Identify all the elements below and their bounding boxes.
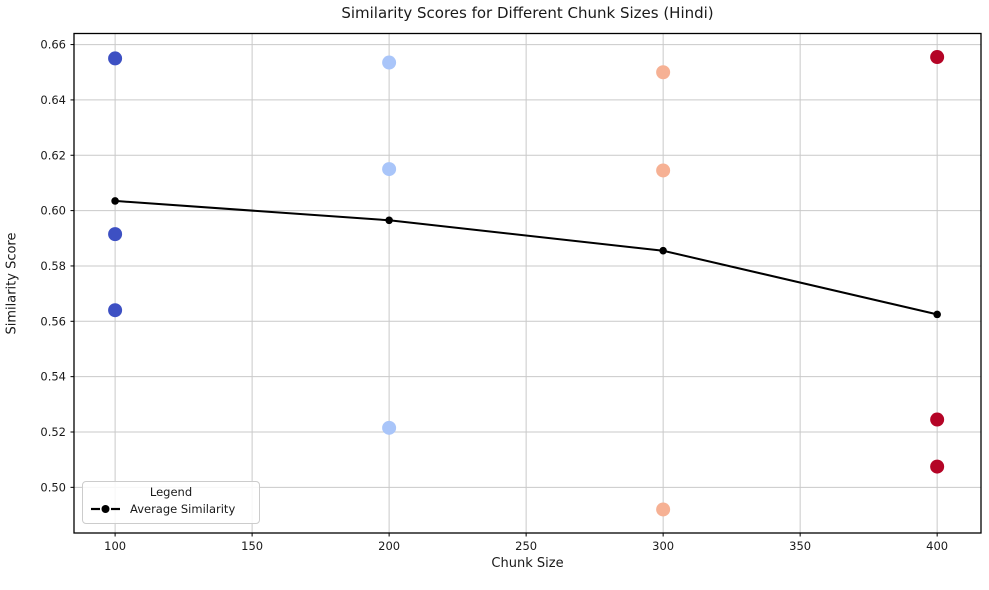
chart-title: Similarity Scores for Different Chunk Si… <box>341 4 714 22</box>
x-axis-label: Chunk Size <box>491 556 564 571</box>
scatter-point-chunk-size-100 <box>108 303 123 318</box>
y-tick-label: 0.52 <box>40 425 66 439</box>
scatter-point-chunk-size-300 <box>656 65 671 80</box>
scatter-point-chunk-size-400 <box>930 50 945 65</box>
legend-entry-average-similarity: Average Similarity <box>91 500 251 518</box>
scatter-point-chunk-size-200 <box>382 162 397 177</box>
y-tick-label: 0.66 <box>40 38 66 52</box>
legend-entry-label: Average Similarity <box>130 502 236 516</box>
legend: Legend Average Similarity <box>82 481 260 524</box>
y-tick-label: 0.56 <box>40 314 66 328</box>
x-tick-label: 150 <box>241 539 263 553</box>
scatter-point-chunk-size-200 <box>382 420 397 435</box>
legend-title: Legend <box>149 485 193 499</box>
y-tick-label: 0.58 <box>40 259 66 273</box>
y-tick-label: 0.50 <box>40 480 66 494</box>
y-tick-label: 0.64 <box>40 93 66 107</box>
average-similarity-marker <box>385 216 393 225</box>
scatter-point-chunk-size-100 <box>108 227 123 242</box>
line-dot-marker-icon <box>91 505 120 513</box>
scatter-point-chunk-size-100 <box>108 51 123 66</box>
y-tick-label: 0.62 <box>40 148 66 162</box>
x-tick-label: 250 <box>515 539 537 553</box>
average-similarity-marker <box>659 246 667 255</box>
y-tick-label: 0.54 <box>40 370 66 384</box>
average-similarity-marker <box>933 310 941 319</box>
scatter-point-chunk-size-300 <box>656 502 671 517</box>
plot-border <box>73 32 982 534</box>
average-similarity-marker <box>111 197 119 205</box>
x-tick-label: 350 <box>789 539 811 553</box>
x-tick-label: 100 <box>104 539 126 553</box>
average-similarity-line <box>115 199 938 316</box>
scatter-point-chunk-size-300 <box>656 163 671 178</box>
x-tick-label: 200 <box>378 539 400 553</box>
y-axis-label: Similarity Score <box>4 232 20 335</box>
scatter-point-chunk-size-400 <box>930 459 945 474</box>
y-tick-label: 0.60 <box>40 204 66 218</box>
x-tick-label: 300 <box>652 539 674 553</box>
scatter-point-chunk-size-200 <box>382 55 397 70</box>
x-tick-label: 400 <box>926 539 948 553</box>
scatter-point-chunk-size-400 <box>930 412 945 427</box>
